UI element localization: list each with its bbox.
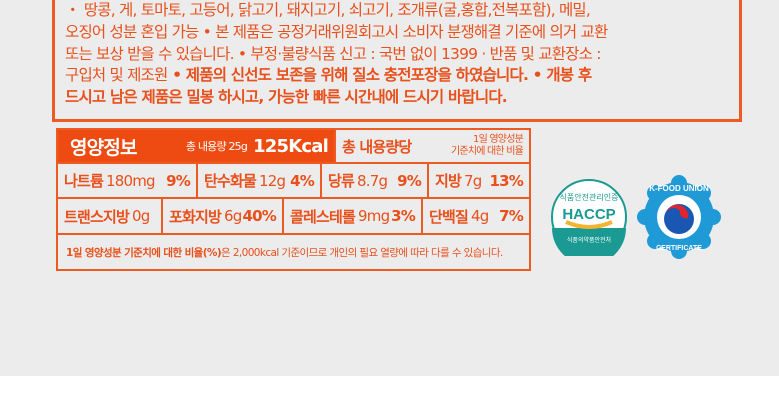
haccp-text: HACCP [562,206,615,223]
nutrient-amount: 180mg [106,171,156,190]
nutrient-amount: 12g [259,171,286,190]
nutrient-percent: 7% [499,207,524,225]
nutrient-percent: 13% [489,171,523,190]
nutrition-row-2: 트랜스지방 0g 포화지방 6g 40% 콜레스테롤 9mg 3% 단백질 4g 7% [58,199,529,235]
nutrient-percent: 40% [242,207,276,225]
nutrient-amount: 4g [471,207,489,225]
nutrient-amount: 0g [132,207,150,225]
nutrient-name: 나트륨 [64,172,104,190]
notice-line: 구입처 및 제조원 [65,66,168,85]
nutrient-cell: 단백질 4g 7% [423,199,529,233]
nutrient-amount: 9mg [358,207,390,225]
nutrient-amount: 7g [464,171,482,190]
per-total-label: 총 내용량당 [342,137,412,156]
nutrient-name: 단백질 [429,207,469,226]
kcal: 125Kcal [253,135,329,157]
nutrient-name: 트랜스지방 [64,207,130,226]
nutrient-cell: 포화지방 6g 40% [163,199,284,233]
footnote-text: 은 2,000kcal 기준이므로 개인의 필요 열량에 따라 다를 수 있습니… [221,247,503,259]
nutrition-row-1: 나트륨 180mg 9% 탄수화물 12g 4% 당류 8.7g 9% 지방 7g 13% [58,164,529,199]
nutrient-amount: 8.7g [357,171,388,190]
kfood-union-logo: K-FOOD UNION CERTIFICATE [637,175,721,259]
notice-bold: • 제품의 신선도 보존을 위해 질소 충전포장을 하였습니다. • 개봉 후 [167,66,592,85]
nutrient-percent: 9% [397,171,422,190]
notice-bold: 드시고 남은 제품은 밀봉 하시고, 가능한 빠른 시간내에 드시기 바랍니다. [65,88,508,107]
nutrient-name: 콜레스테롤 [290,207,356,226]
nutrition-header: 영양정보 총 내용량 25g 125Kcal 총 내용량당 1일 영양성분 기준치… [58,130,529,164]
nutrition-title-cell: 영양정보 총 내용량 25g 125Kcal [58,130,336,162]
nutrition-title: 영양정보 [70,136,138,159]
haccp-bottom-text: 식품의약품안전처 [567,236,611,244]
haccp-logo: 식품안전관리인증 HACCP 식품의약품안전처 [551,179,627,256]
nutrient-cell: 나트륨 180mg 9% [58,164,198,197]
daily-ratio-line: 기준치에 대한 비율 [451,146,524,157]
nutrient-cell: 탄수화물 12g 4% [198,164,322,197]
kfood-bottom-text: CERTIFICATE [656,245,702,252]
nutrient-percent: 9% [166,171,191,190]
nutrient-cell: 콜레스테롤 9mg 3% [284,199,423,233]
nutrient-cell: 당류 8.7g 9% [322,164,429,197]
nutrient-name: 포화지방 [169,207,222,226]
footnote-bold: 1일 영양성분 기준치에 대한 비율(%) [66,247,222,259]
nutrient-name: 지방 [435,172,462,190]
notice-line: 오징어 성분 혼입 가능 • 본 제품은 공정거래위원회고시 소비자 분쟁해결 … [65,22,608,41]
per-total-cell: 총 내용량당 1일 영양성분 기준치에 대한 비율 [336,130,529,162]
total-amount: 총 내용량 25g [185,140,248,153]
haccp-top-text: 식품안전관리인증 [560,192,619,202]
notice-line: ・ 땅콩, 게, 토마토, 고등어, 닭고기, 돼지고기, 쇠고기, 조개류(굴… [65,1,591,19]
nutrient-percent: 3% [391,207,416,225]
notice-line: 또는 보상 받을 수 있습니다. • 부정·불량식품 신고 : 국번 없이 13… [65,44,601,63]
kfood-top-text: K-FOOD UNION [649,184,709,193]
nutrition-footnote: 1일 영양성분 기준치에 대한 비율(%)은 2,000kcal 기준이므로 개… [66,245,503,260]
nutrient-name: 탄수화물 [204,172,257,190]
daily-ratio-line: 1일 영양성분 [473,134,524,145]
nutrient-name: 당류 [328,172,355,190]
nutrient-cell: 트랜스지방 0g [58,199,163,233]
notice-box: ・ 땅콩, 게, 토마토, 고등어, 닭고기, 돼지고기, 쇠고기, 조개류(굴… [52,0,742,122]
daily-ratio-label: 1일 영양성분 기준치에 대한 비율 [451,134,524,158]
nutrition-table: 영양정보 총 내용량 25g 125Kcal 총 내용량당 1일 영양성분 기준치… [56,128,531,271]
nutrient-amount: 6g [224,207,242,225]
nutrient-cell: 지방 7g 13% [429,164,529,197]
nutrient-percent: 4% [290,171,315,190]
